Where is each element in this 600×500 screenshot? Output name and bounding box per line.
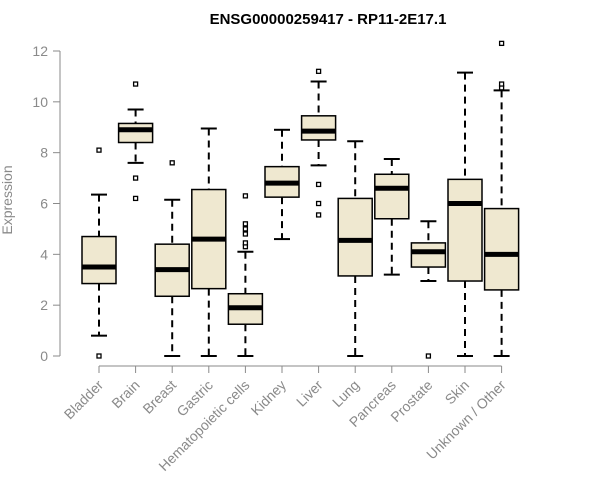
x-tick-label: Skin [442, 377, 473, 408]
outlier-point [169, 160, 175, 166]
box-hematopoietic-cells [227, 193, 264, 357]
x-tick-label: Liver [293, 377, 326, 410]
outlier-point [315, 212, 322, 218]
box-breast [154, 160, 190, 357]
outlier-point [315, 68, 322, 74]
outlier-point [242, 231, 249, 237]
outlier-point [242, 193, 249, 199]
x-tick-label: Breast [139, 377, 179, 417]
outlier-point [315, 181, 322, 188]
box-bladder [81, 147, 117, 359]
outlier-point [242, 226, 249, 232]
box-brain [117, 81, 154, 202]
x-tick-label: Bladder [61, 377, 107, 423]
y-axis: 0 2 4 6 8 10 12 [32, 43, 61, 364]
box-gastric [191, 127, 227, 357]
iqr-box [337, 197, 373, 277]
outlier-point [132, 195, 139, 202]
box-liver [300, 68, 337, 218]
iqr-box [117, 122, 154, 144]
outlier-point [242, 221, 249, 227]
x-tick-label: Brain [108, 377, 142, 411]
box-unknown-other [483, 40, 520, 357]
y-tick-label: 4 [40, 246, 48, 262]
outlier-point [132, 81, 139, 87]
outlier-point [96, 147, 102, 153]
y-tick-label: 0 [40, 348, 48, 364]
iqr-box [81, 235, 117, 285]
box-prostate [410, 220, 447, 359]
outlier-point [242, 240, 249, 246]
y-tick-label: 8 [40, 145, 48, 161]
box-lung [337, 140, 373, 357]
iqr-box [447, 178, 483, 282]
y-axis-label: Expression [0, 165, 15, 234]
box-pancreas [374, 158, 410, 276]
y-tick-label: 10 [32, 94, 48, 110]
x-tick-label: Kidney [248, 377, 290, 419]
y-tick-label: 2 [40, 297, 48, 313]
iqr-box [374, 173, 410, 220]
outlier-point [498, 81, 505, 87]
iqr-box [300, 115, 337, 141]
box-kidney [264, 128, 300, 241]
outlier-point [315, 200, 322, 207]
y-tick-label: 12 [32, 43, 48, 59]
outlier-point [425, 353, 432, 359]
outlier-point [96, 353, 102, 359]
iqr-box [410, 242, 447, 268]
iqr-box [483, 207, 520, 291]
x-tick-label: Lung [329, 377, 362, 410]
outlier-point [498, 40, 505, 47]
boxes-group [81, 40, 520, 359]
box-skin [447, 71, 483, 357]
outlier-point [132, 175, 139, 181]
chart-title: ENSG00000259417 - RP11-2E17.1 [210, 11, 447, 28]
y-tick-label: 6 [40, 196, 48, 212]
